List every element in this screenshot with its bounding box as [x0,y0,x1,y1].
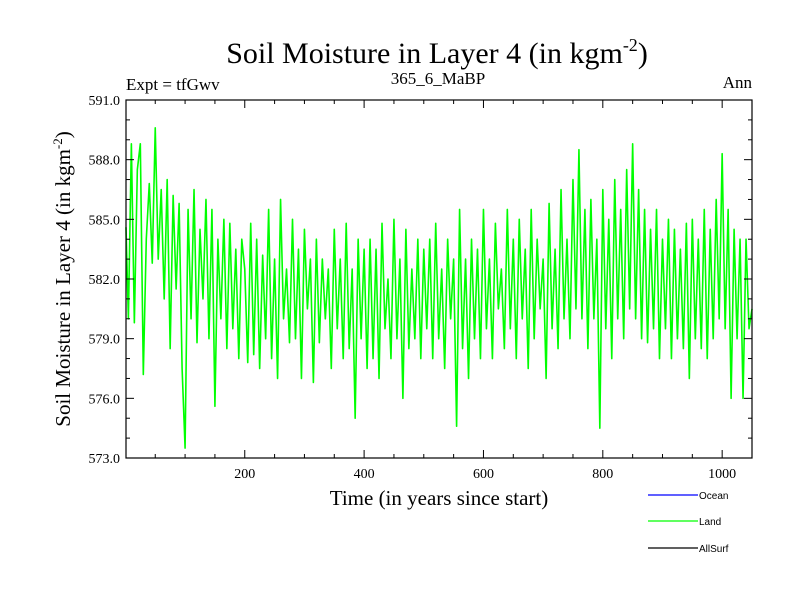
y-axis-label-sup: -2 [50,138,65,149]
y-tick-label: 591.0 [89,94,121,109]
y-tick-label: 588.0 [89,154,121,169]
y-tick-label: 573.0 [89,452,121,467]
legend-label-land: Land [699,517,721,528]
subtitle-season: Ann [723,73,753,92]
y-tick-label: 585.0 [89,213,121,228]
x-axis-label: Time (in years since start) [330,486,549,510]
x-tick-label: 800 [592,467,613,482]
x-axis-ticks: 200 400 600 800 1000 [154,100,753,482]
subtitle-experiment: Expt = tfGwv [126,75,220,94]
y-axis-ticks: 573.0 576.0 579.0 582.0 585.0 588.0 591.0 [89,94,752,467]
y-tick-label: 582.0 [89,273,121,288]
chart-title-sup: -2 [623,35,638,55]
chart-title: Soil Moisture in Layer 4 (in kgm-2) [226,35,648,70]
chart-title-main: Soil Moisture in Layer 4 (in kgm [226,37,623,70]
chart-title-close: ) [638,37,648,70]
series-line-land [125,127,753,449]
legend-label-ocean: Ocean [699,491,728,502]
y-tick-label: 579.0 [89,333,121,348]
y-axis-label: Soil Moisture in Layer 4 (in kgm-2) [50,131,75,426]
x-tick-label: 600 [473,467,494,482]
plot-area [125,127,753,449]
legend: Ocean Land AllSurf [648,491,729,555]
legend-label-allsurf: AllSurf [699,544,729,555]
x-tick-label: 1000 [708,467,736,482]
x-tick-label: 400 [354,467,375,482]
y-axis-label-close: ) [51,131,75,138]
y-axis-label-main: Soil Moisture in Layer 4 (in kgm [51,149,75,427]
subtitle-run: 365_6_MaBP [391,69,485,88]
x-tick-label: 200 [234,467,255,482]
y-tick-label: 576.0 [89,392,121,407]
